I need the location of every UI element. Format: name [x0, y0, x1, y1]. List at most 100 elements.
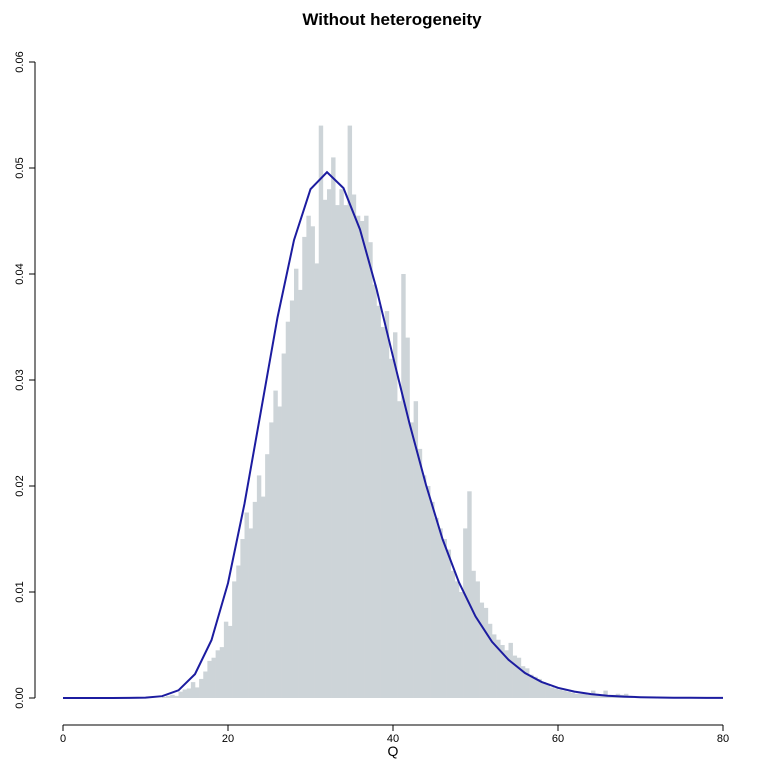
histogram-bar	[520, 666, 526, 698]
histogram-bar	[492, 634, 497, 698]
histogram-bar	[545, 684, 551, 698]
histogram-bar	[467, 491, 472, 698]
histogram-bar	[306, 215, 311, 698]
histogram-bar	[483, 607, 489, 698]
histogram-bar	[442, 539, 447, 698]
histogram-bar	[314, 263, 320, 698]
histogram-bar	[327, 189, 332, 698]
histogram-bar	[454, 581, 460, 698]
histogram-bar	[219, 647, 225, 698]
histogram-bar	[574, 693, 579, 698]
histogram-bar	[372, 284, 377, 698]
y-tick-label: 0.00	[14, 687, 26, 708]
histogram-bar	[603, 690, 608, 698]
histogram-bar	[360, 221, 365, 698]
histogram-bar	[529, 674, 534, 698]
histogram-bar	[376, 305, 381, 698]
histogram-bar	[236, 565, 241, 698]
histogram-bar	[265, 454, 270, 698]
histogram-bar	[397, 401, 402, 698]
histogram-bar	[174, 695, 179, 698]
histogram-bar	[384, 311, 390, 698]
histogram-bar	[388, 358, 394, 698]
histogram-bar	[578, 693, 584, 698]
histogram-bar	[471, 570, 476, 698]
histogram-bar	[558, 689, 563, 698]
histogram-bar	[487, 623, 493, 698]
histogram-bar	[322, 199, 328, 699]
histogram-bar	[302, 236, 307, 698]
histogram-bar	[269, 422, 274, 698]
histogram-bar	[298, 289, 303, 698]
y-tick-label: 0.06	[14, 51, 26, 72]
y-tick-label: 0.01	[14, 581, 26, 602]
x-axis: 0 20 40 60 80	[60, 724, 729, 745]
histogram-bar	[294, 268, 299, 698]
histogram-bar	[178, 691, 183, 698]
density-curve	[63, 170, 723, 699]
histogram-bar	[190, 682, 196, 698]
histogram-bar	[430, 501, 435, 698]
histogram-bar	[228, 625, 233, 698]
histogram-bar	[281, 353, 287, 698]
histogram-bar	[475, 581, 480, 698]
histogram-bars	[162, 125, 633, 699]
histogram-bar	[285, 321, 291, 698]
histogram-bar	[380, 327, 386, 698]
histogram-bar	[401, 274, 406, 698]
histogram-bar	[162, 696, 167, 698]
histogram-bar	[496, 639, 501, 698]
x-axis-label: Q	[388, 743, 399, 759]
histogram-bar	[195, 687, 200, 698]
histogram-bar	[405, 337, 410, 698]
histogram-bar	[170, 694, 175, 698]
histogram-bar	[434, 517, 439, 698]
histogram-bar	[566, 691, 571, 698]
histogram-bar	[417, 448, 423, 698]
histogram-bar	[182, 689, 188, 698]
histogram-bar	[244, 512, 249, 698]
y-tick-label: 0.02	[14, 475, 26, 496]
histogram-bar	[277, 406, 282, 698]
histogram-bar	[570, 692, 575, 698]
x-tick-label: 40	[387, 733, 399, 745]
histogram-bar	[426, 486, 431, 698]
histogram-bar	[504, 650, 509, 698]
chart-title: Without heterogeneity	[302, 10, 482, 29]
x-tick-label: 20	[222, 733, 234, 745]
histogram-bar	[512, 655, 518, 698]
y-tick-label: 0.04	[14, 263, 26, 284]
histogram-bar	[553, 688, 559, 698]
histogram-bar	[459, 592, 464, 698]
histogram-bar	[516, 657, 522, 698]
histogram-bar	[450, 570, 456, 698]
histogram-bar	[533, 676, 538, 698]
histogram-bar	[215, 650, 221, 698]
histogram-bar	[203, 671, 208, 698]
x-tick-label: 60	[552, 733, 564, 745]
histogram-bar	[586, 694, 592, 698]
histogram-bar	[508, 642, 513, 698]
histogram-bar	[368, 242, 373, 698]
y-tick-label: 0.03	[14, 369, 26, 390]
histogram-bar	[339, 189, 344, 698]
histogram-bar	[607, 695, 612, 698]
histogram-bar	[207, 660, 212, 698]
histogram-bar	[261, 496, 266, 698]
histogram-bar	[252, 501, 258, 698]
histogram-bar	[413, 401, 419, 698]
histogram-bar	[335, 205, 340, 698]
histogram-bar	[537, 678, 542, 698]
histogram-bar	[351, 194, 357, 698]
x-tick-label: 80	[717, 733, 729, 745]
histogram-bar	[318, 125, 324, 699]
histogram-bar	[211, 657, 216, 698]
histogram-bar	[186, 688, 192, 698]
histogram-bar	[256, 475, 262, 698]
histogram-bar	[463, 528, 468, 698]
histogram-bar	[409, 422, 414, 698]
histogram-bar	[479, 602, 485, 698]
histogram-bar	[223, 621, 229, 698]
histogram-bar	[310, 226, 315, 699]
